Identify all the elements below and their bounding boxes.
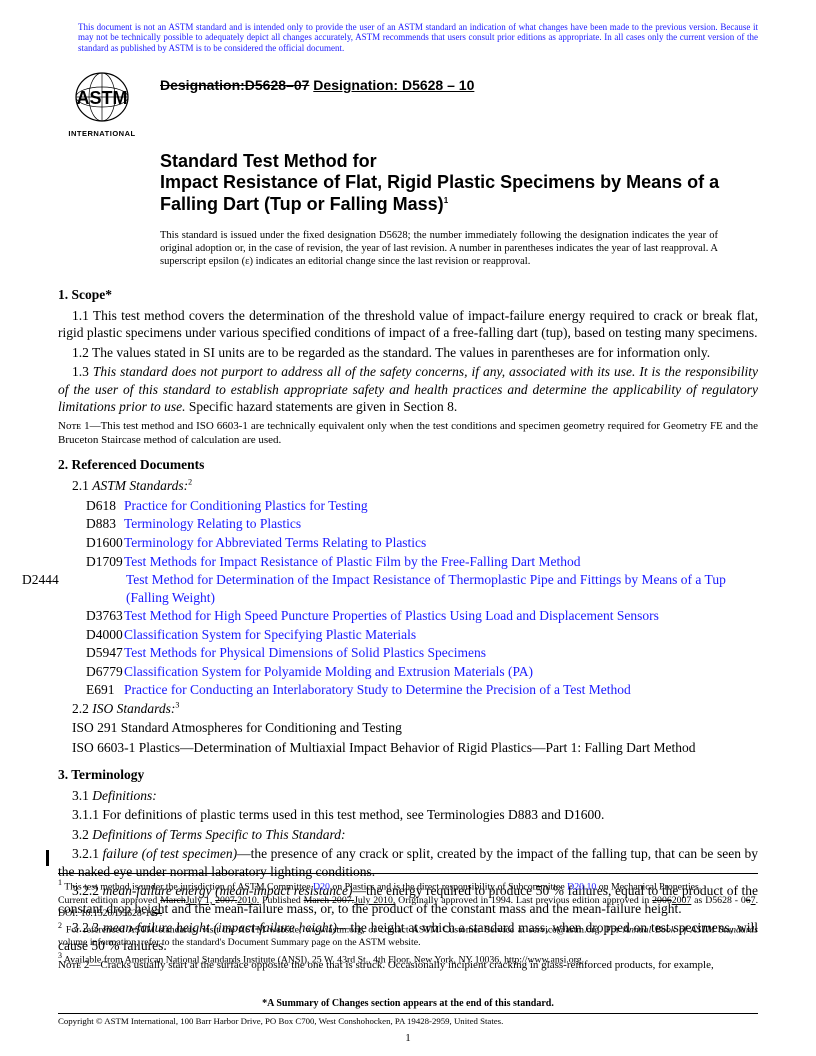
summary-of-changes-note: *A Summary of Changes section appears at… <box>58 998 758 1009</box>
title-line2: Impact Resistance of Flat, Rigid Plastic… <box>160 172 758 215</box>
iso-6603-1: ISO 6603-1 Plastics—Determination of Mul… <box>58 739 758 757</box>
ref-item: D6779Classification System for Polyamide… <box>58 663 758 681</box>
ref-item: D4000Classification System for Specifyin… <box>58 626 758 644</box>
astm-standards-list: D618Practice for Conditioning Plastics f… <box>58 497 758 699</box>
designation-new: Designation: D5628 – 10 <box>313 77 474 93</box>
scope-heading: 1. Scope* <box>58 287 758 303</box>
scope-note-1: Nᴏᴛᴇ 1—This test method and ISO 6603-1 a… <box>58 420 758 448</box>
logo-international-text: INTERNATIONAL <box>68 129 135 138</box>
standard-link[interactable]: Classification System for Specifying Pla… <box>124 627 416 642</box>
issuance-note: This standard is issued under the fixed … <box>160 229 718 268</box>
ref-item: D3763Test Method for High Speed Puncture… <box>58 607 758 625</box>
term-3-1: 3.1 Definitions: <box>58 787 758 805</box>
standard-link[interactable]: Terminology Relating to Plastics <box>124 516 301 531</box>
footnotes: 1 This test method is under the jurisdic… <box>58 873 758 968</box>
standard-link[interactable]: Classification System for Polyamide Mold… <box>124 664 533 679</box>
committee-d20-link[interactable]: D20 <box>313 881 330 892</box>
refs-iso-sub: 2.2 ISO Standards:3 <box>58 700 758 718</box>
body: 1. Scope* 1.1 This test method covers th… <box>58 287 758 973</box>
scope-1-3: 1.3 This standard does not purport to ad… <box>58 363 758 416</box>
footnote-1-edition: Current edition approved MarchJuly 1, 20… <box>58 895 758 920</box>
references-heading: 2. Referenced Documents <box>58 457 758 473</box>
ref-item: D2444Test Method for Determination of th… <box>58 571 758 606</box>
page: This document is not an ASTM standard an… <box>0 0 816 1056</box>
term-3-1-1: 3.1.1 For definitions of plastic terms u… <box>58 806 758 824</box>
footer: *A Summary of Changes section appears at… <box>58 998 758 1026</box>
title-block: Standard Test Method for Impact Resistan… <box>160 151 758 215</box>
standard-link[interactable]: Practice for Conducting an Interlaborato… <box>124 682 631 697</box>
designation-old: Designation:D5628–07 <box>160 77 309 93</box>
standard-link[interactable]: Terminology for Abbreviated Terms Relati… <box>124 535 426 550</box>
page-number: 1 <box>0 1032 816 1044</box>
terminology-heading: 3. Terminology <box>58 767 758 783</box>
term-3-2: 3.2 Definitions of Terms Specific to Thi… <box>58 826 758 844</box>
refs-astm-sub: 2.1 ASTM Standards:2 <box>58 477 758 495</box>
ref-item: D618Practice for Conditioning Plastics f… <box>58 497 758 515</box>
logo-globe-icon: ASTM <box>58 71 146 127</box>
version-disclaimer: This document is not an ASTM standard an… <box>78 22 758 53</box>
ref-item: D5947Test Methods for Physical Dimension… <box>58 644 758 662</box>
ref-item: D883Terminology Relating to Plastics <box>58 515 758 533</box>
standard-link[interactable]: Practice for Conditioning Plastics for T… <box>124 498 368 513</box>
footnote-2: 2 For referenced ASTM standards, visit t… <box>58 921 758 950</box>
astm-logo: ASTM INTERNATIONAL <box>58 71 146 143</box>
designation: Designation:D5628–07 Designation: D5628 … <box>160 71 474 93</box>
ref-item: D1600Terminology for Abbreviated Terms R… <box>58 534 758 552</box>
iso-291: ISO 291 Standard Atmospheres for Conditi… <box>58 719 758 737</box>
title-line1: Standard Test Method for <box>160 151 758 172</box>
scope-1-2: 1.2 The values stated in SI units are to… <box>58 344 758 362</box>
standard-link[interactable]: Test Methods for Physical Dimensions of … <box>124 645 486 660</box>
standard-link[interactable]: Test Method for Determination of the Imp… <box>126 572 726 605</box>
header-row: ASTM INTERNATIONAL Designation:D5628–07 … <box>58 71 758 143</box>
footnote-3: 3 Available from American National Stand… <box>58 951 758 967</box>
footer-divider <box>58 1013 758 1014</box>
footnote-1: 1 This test method is under the jurisdic… <box>58 878 758 894</box>
standard-link[interactable]: Test Methods for Impact Resistance of Pl… <box>124 554 580 569</box>
ref-item: E691Practice for Conducting an Interlabo… <box>58 681 758 699</box>
scope-1-1: 1.1 This test method covers the determin… <box>58 307 758 342</box>
standard-link[interactable]: Test Method for High Speed Puncture Prop… <box>124 608 659 623</box>
ref-item: D1709Test Methods for Impact Resistance … <box>58 553 758 571</box>
subcommittee-d20-10-link[interactable]: D20.10 <box>567 881 596 892</box>
copyright: Copyright © ASTM International, 100 Barr… <box>58 1016 758 1026</box>
change-bar <box>46 850 49 866</box>
logo-astm-text: ASTM <box>77 88 128 108</box>
